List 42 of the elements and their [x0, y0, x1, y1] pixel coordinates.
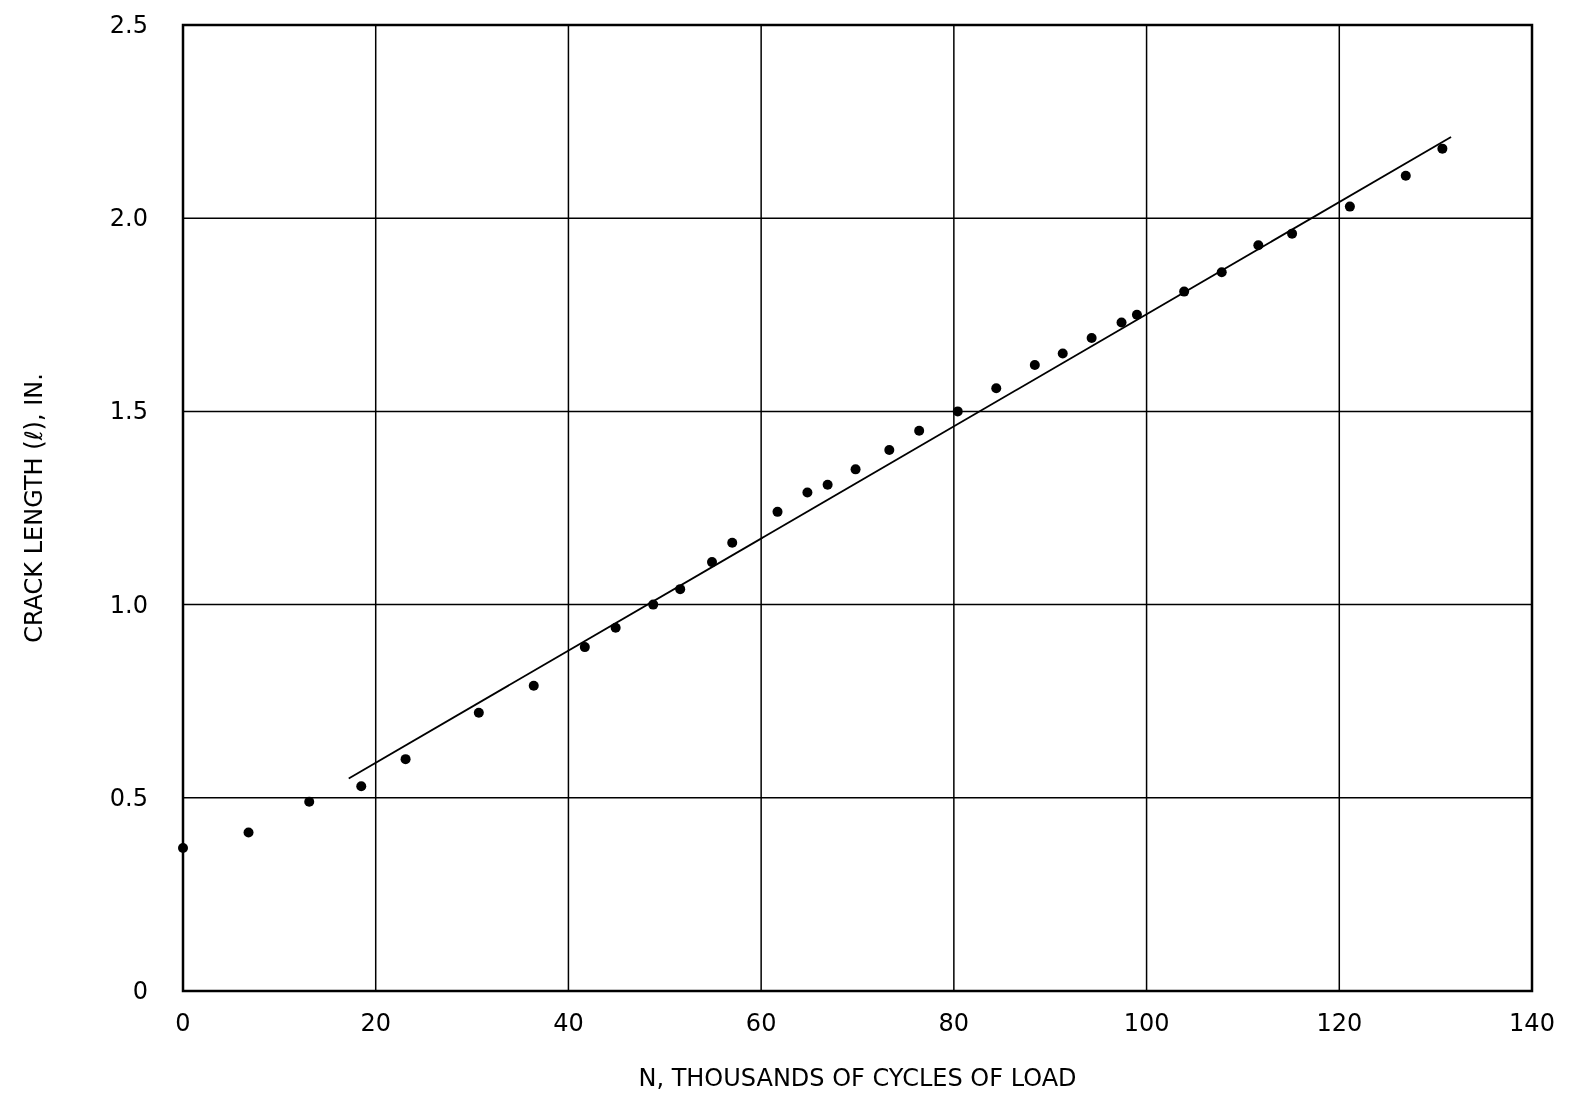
point: [850, 464, 861, 475]
point: [1131, 309, 1142, 320]
point: [1344, 201, 1355, 212]
point: [579, 642, 590, 653]
point: [822, 479, 833, 490]
point: [707, 557, 717, 568]
point: [952, 406, 963, 417]
x-tick-label: 100: [1123, 1009, 1170, 1037]
x-axis-title: N, THOUSANDS OF CYCLES OF LOAD: [638, 1064, 1077, 1092]
x-tick-label: 120: [1316, 1009, 1363, 1037]
x-tick-label: 140: [1509, 1009, 1555, 1037]
y-tick-label: 0.5: [109, 783, 148, 812]
y-tick-label: 2.5: [109, 11, 148, 39]
point: [1029, 360, 1040, 371]
x-tick-label: 20: [360, 1009, 391, 1037]
point: [1086, 332, 1097, 343]
point: [356, 781, 367, 792]
point: [772, 506, 783, 517]
point: [727, 537, 738, 548]
point: [802, 487, 813, 498]
point: [1437, 143, 1448, 154]
point: [914, 425, 925, 436]
point: [991, 383, 1002, 394]
x-tick-label: 0: [175, 1009, 191, 1037]
point: [243, 827, 254, 838]
y-tick-label: 2.0: [109, 204, 148, 233]
y-tick-label: 1.5: [109, 397, 148, 426]
x-tick-label: 40: [553, 1009, 584, 1037]
point: [400, 754, 411, 765]
point: [528, 680, 539, 691]
point: [1400, 170, 1411, 181]
point: [884, 445, 895, 456]
y-tick-label: 0: [132, 977, 148, 1005]
point: [178, 843, 188, 854]
point: [304, 796, 315, 807]
point: [1116, 317, 1127, 328]
y-tick-label: 1.0: [109, 590, 148, 619]
x-tick-label: 80: [938, 1009, 970, 1037]
y-axis-title: CRACK LENGTH (ℓ), IN.: [20, 373, 48, 643]
point: [473, 707, 484, 718]
x-tick-label: 60: [745, 1009, 777, 1037]
point: [1057, 348, 1068, 359]
